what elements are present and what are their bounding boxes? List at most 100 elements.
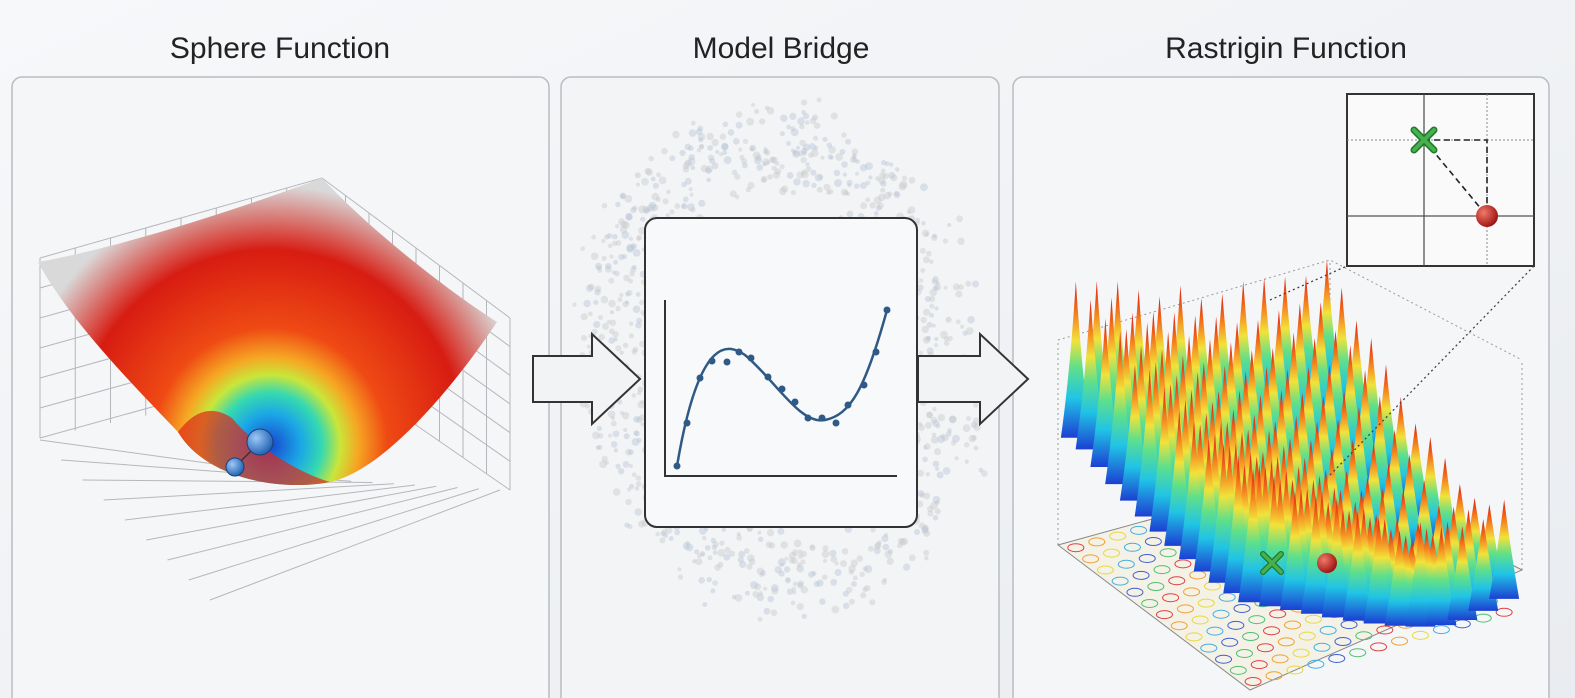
model-box <box>645 218 917 527</box>
fit-point <box>873 349 880 356</box>
cloud-point <box>928 511 934 517</box>
cloud-point <box>746 118 754 126</box>
cloud-point <box>940 434 945 439</box>
cloud-point <box>623 222 630 229</box>
cloud-point <box>696 128 703 135</box>
cloud-point <box>944 336 949 341</box>
cloud-point <box>640 217 645 222</box>
cloud-point <box>618 254 624 260</box>
cloud-point <box>933 461 940 468</box>
cloud-point <box>921 317 927 323</box>
cloud-point <box>779 187 787 195</box>
cloud-point <box>810 170 816 176</box>
cloud-point <box>933 515 939 521</box>
cloud-point <box>965 281 971 287</box>
cloud-point <box>613 488 621 496</box>
cloud-point <box>625 499 631 505</box>
fit-point <box>684 420 691 427</box>
cloud-point <box>780 131 785 136</box>
cloud-point <box>636 417 643 424</box>
cloud-point <box>572 302 576 306</box>
cloud-point <box>689 154 695 160</box>
cloud-point <box>620 351 624 355</box>
cloud-point <box>843 173 847 177</box>
cloud-point <box>868 546 874 552</box>
cloud-point <box>666 190 671 195</box>
cloud-point <box>635 172 641 178</box>
cloud-point <box>719 541 724 546</box>
fit-point <box>674 463 681 470</box>
cloud-point <box>632 265 637 270</box>
cloud-point <box>777 528 784 535</box>
cloud-point <box>615 306 620 311</box>
cloud-point <box>690 207 695 212</box>
cloud-point <box>759 591 763 595</box>
cloud-point <box>715 150 719 154</box>
cloud-point <box>847 211 854 218</box>
cloud-point <box>917 470 924 477</box>
cloud-point <box>956 319 961 324</box>
cloud-point <box>946 317 952 323</box>
cloud-point <box>934 337 938 341</box>
cloud-point <box>851 560 858 567</box>
cloud-point <box>601 239 605 243</box>
cloud-point <box>773 171 780 178</box>
cloud-point <box>720 133 726 139</box>
cloud-point <box>909 177 916 184</box>
cloud-point <box>817 97 822 102</box>
cloud-point <box>646 169 653 176</box>
cloud-point <box>735 195 740 200</box>
cloud-point <box>894 192 901 199</box>
cloud-point <box>926 251 932 257</box>
cloud-point <box>751 103 755 107</box>
cloud-point <box>919 278 924 283</box>
cloud-point <box>659 537 665 543</box>
cloud-point <box>863 566 868 571</box>
cloud-point <box>758 537 764 543</box>
cloud-point <box>786 141 791 146</box>
cloud-point <box>625 213 633 221</box>
cloud-point <box>638 521 645 528</box>
panel-title: Sphere Function <box>170 32 390 65</box>
cloud-point <box>798 549 802 553</box>
cloud-point <box>605 263 611 269</box>
cloud-point <box>722 150 727 155</box>
cloud-point <box>637 391 641 395</box>
cloud-point <box>936 424 941 429</box>
cloud-point <box>789 113 796 120</box>
cloud-point <box>834 170 841 177</box>
cloud-point <box>732 595 737 600</box>
cloud-point <box>634 431 640 437</box>
cloud-point <box>615 224 619 228</box>
cloud-point <box>907 210 911 214</box>
cloud-point <box>587 345 591 349</box>
cloud-point <box>810 118 816 124</box>
cloud-point <box>793 178 800 185</box>
cloud-point <box>780 115 787 122</box>
cloud-point <box>966 416 971 421</box>
cloud-point <box>678 567 682 571</box>
cloud-point <box>717 562 723 568</box>
cloud-point <box>633 347 639 353</box>
current-point <box>1317 553 1337 573</box>
cloud-point <box>801 157 807 163</box>
cloud-point <box>581 335 587 341</box>
cloud-point <box>602 203 608 209</box>
cloud-point <box>934 448 941 455</box>
cloud-point <box>855 172 859 176</box>
cloud-point <box>791 128 799 136</box>
cloud-point <box>690 193 694 197</box>
cloud-point <box>591 235 596 240</box>
cloud-point <box>819 598 825 604</box>
cloud-point <box>843 603 850 610</box>
cloud-point <box>793 582 798 587</box>
fit-point <box>779 386 786 393</box>
cloud-point <box>732 170 738 176</box>
cloud-point <box>827 143 833 149</box>
cloud-point <box>758 617 763 622</box>
cloud-point <box>713 541 719 547</box>
cloud-point <box>922 230 929 237</box>
cloud-point <box>608 278 614 284</box>
cloud-point <box>669 155 675 161</box>
cloud-point <box>767 174 773 180</box>
